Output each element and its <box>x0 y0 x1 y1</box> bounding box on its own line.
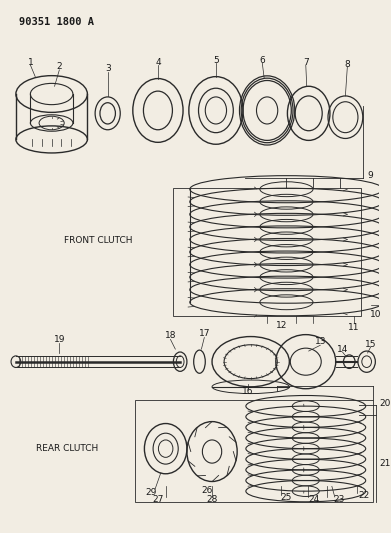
Text: FRONT CLUTCH: FRONT CLUTCH <box>64 237 132 245</box>
Text: 28: 28 <box>206 495 218 504</box>
Text: 26: 26 <box>201 486 213 495</box>
Text: 17: 17 <box>199 329 210 338</box>
Text: 1: 1 <box>27 58 33 67</box>
Text: 4: 4 <box>155 58 161 67</box>
Text: 23: 23 <box>333 495 344 504</box>
Text: 12: 12 <box>276 321 287 330</box>
Text: 20: 20 <box>379 399 391 408</box>
Text: 2: 2 <box>57 62 62 71</box>
Text: 25: 25 <box>281 494 292 503</box>
Text: 22: 22 <box>358 491 369 500</box>
Bar <box>173 188 361 316</box>
Text: REAR CLUTCH: REAR CLUTCH <box>36 444 98 453</box>
Text: 11: 11 <box>348 324 360 333</box>
Text: 5: 5 <box>213 55 219 64</box>
Text: 7: 7 <box>303 58 308 67</box>
Text: 6: 6 <box>259 55 265 64</box>
Text: 14: 14 <box>337 345 348 353</box>
Text: 21: 21 <box>379 458 391 467</box>
Text: 24: 24 <box>308 495 319 504</box>
Text: 18: 18 <box>165 331 176 340</box>
Text: 8: 8 <box>344 60 350 69</box>
Text: 19: 19 <box>54 335 65 344</box>
Text: 90351 1800 A: 90351 1800 A <box>19 17 94 27</box>
Bar <box>135 400 373 502</box>
Text: 29: 29 <box>145 488 157 497</box>
Text: 16: 16 <box>242 387 253 396</box>
Text: 9: 9 <box>368 171 373 180</box>
Text: 10: 10 <box>369 310 381 319</box>
Text: 3: 3 <box>105 64 111 74</box>
Text: 27: 27 <box>152 495 163 504</box>
Text: 15: 15 <box>365 340 376 349</box>
Text: 13: 13 <box>314 337 326 346</box>
